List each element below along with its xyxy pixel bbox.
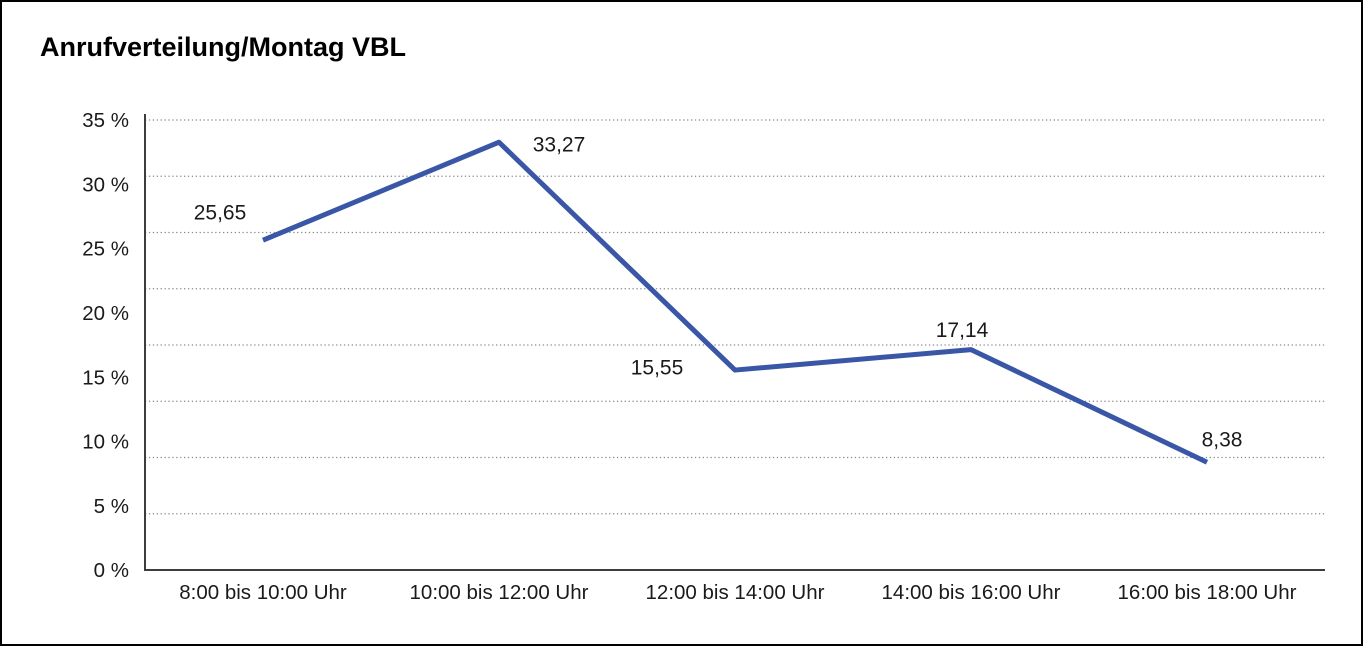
x-category-label: 12:00 bis 14:00 Uhr (646, 581, 825, 604)
y-tick-label: 5 % (94, 495, 129, 518)
chart-title: Anrufverteilung/Montag VBL (40, 32, 406, 62)
y-tick-label: 10 % (82, 431, 129, 454)
x-category-label: 10:00 bis 12:00 Uhr (410, 581, 589, 604)
y-tick-label: 0 % (94, 559, 129, 582)
data-point-label: 17,14 (936, 319, 989, 342)
series-line (262, 139, 1209, 465)
y-tick-label: 20 % (82, 302, 129, 325)
data-point-label: 15,55 (631, 356, 684, 379)
y-tick-label: 25 % (82, 238, 129, 261)
data-point-label: 33,27 (533, 134, 586, 157)
x-category-label: 16:00 bis 18:00 Uhr (1118, 581, 1297, 604)
y-tick-label: 15 % (82, 366, 129, 389)
data-point-label: 8,38 (1202, 429, 1243, 452)
x-category-label: 14:00 bis 16:00 Uhr (882, 581, 1061, 604)
y-tick-label: 35 % (82, 109, 129, 132)
y-tick-label: 30 % (82, 173, 129, 196)
x-category-label: 8:00 bis 10:00 Uhr (179, 581, 347, 604)
data-point-label: 25,65 (194, 202, 247, 225)
